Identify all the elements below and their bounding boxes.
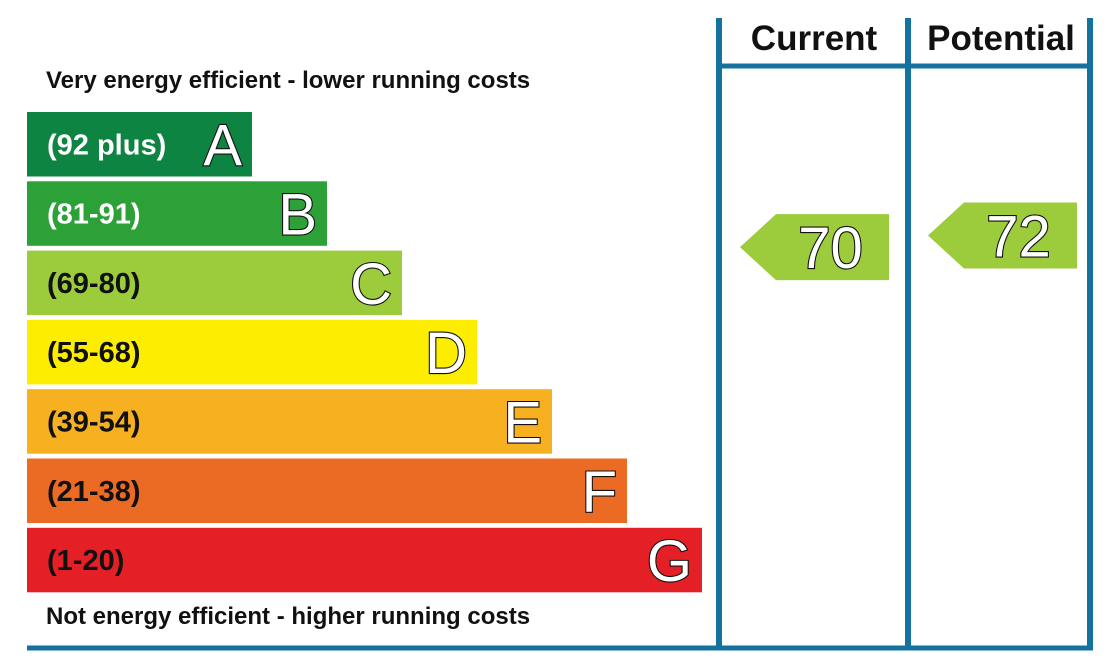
band-d: (55-68) D [27,319,477,387]
band-range-label: (81-91) [47,199,141,231]
rating-columns-frame [27,18,1093,651]
potential-column-title: Potential [927,19,1075,58]
band-range-label: (55-68) [47,337,141,369]
rating-bands: (92 plus) A(81-91) B(69-80) C(55-68) D(39-54… [27,112,702,595]
rating-arrow-current: 70 [740,214,889,282]
band-bar [27,527,702,593]
band-letter: A [203,113,242,178]
band-range-label: (1-20) [47,545,124,577]
band-b: (81-91) B [27,181,327,249]
rating-value: 72 [986,205,1051,270]
band-e: (39-54) E [27,389,552,457]
bottom-caption: Not energy efficient - higher running co… [46,603,530,630]
band-bar [27,389,552,454]
rating-value: 70 [798,216,863,281]
band-letter: D [425,321,467,386]
rating-arrow-shape [740,214,889,281]
rating-arrow-shape [928,202,1077,269]
band-g: (1-20) G [27,527,702,595]
band-range-label: (92 plus) [47,129,166,161]
band-f: (21-38) F [27,458,627,526]
current-column-title: Current [751,19,878,58]
band-range-label: (21-38) [47,476,141,508]
band-range-label: (69-80) [47,268,141,300]
band-c: (69-80) C [27,250,402,318]
rating-arrow-potential: 72 [928,202,1077,271]
band-bar [27,112,252,177]
top-caption: Very energy efficient - lower running co… [46,67,530,94]
band-bar [27,458,627,523]
band-letter: E [503,390,542,455]
band-letter: C [350,252,392,317]
band-bar [27,250,402,316]
band-letter: G [647,529,692,594]
band-a: (92 plus) A [27,112,252,179]
band-letter: B [278,183,317,248]
band-bar [27,181,327,246]
band-letter: F [582,460,617,525]
band-bar [27,319,477,385]
band-range-label: (39-54) [47,406,141,438]
rating-arrows: 70 72 [740,202,1077,282]
